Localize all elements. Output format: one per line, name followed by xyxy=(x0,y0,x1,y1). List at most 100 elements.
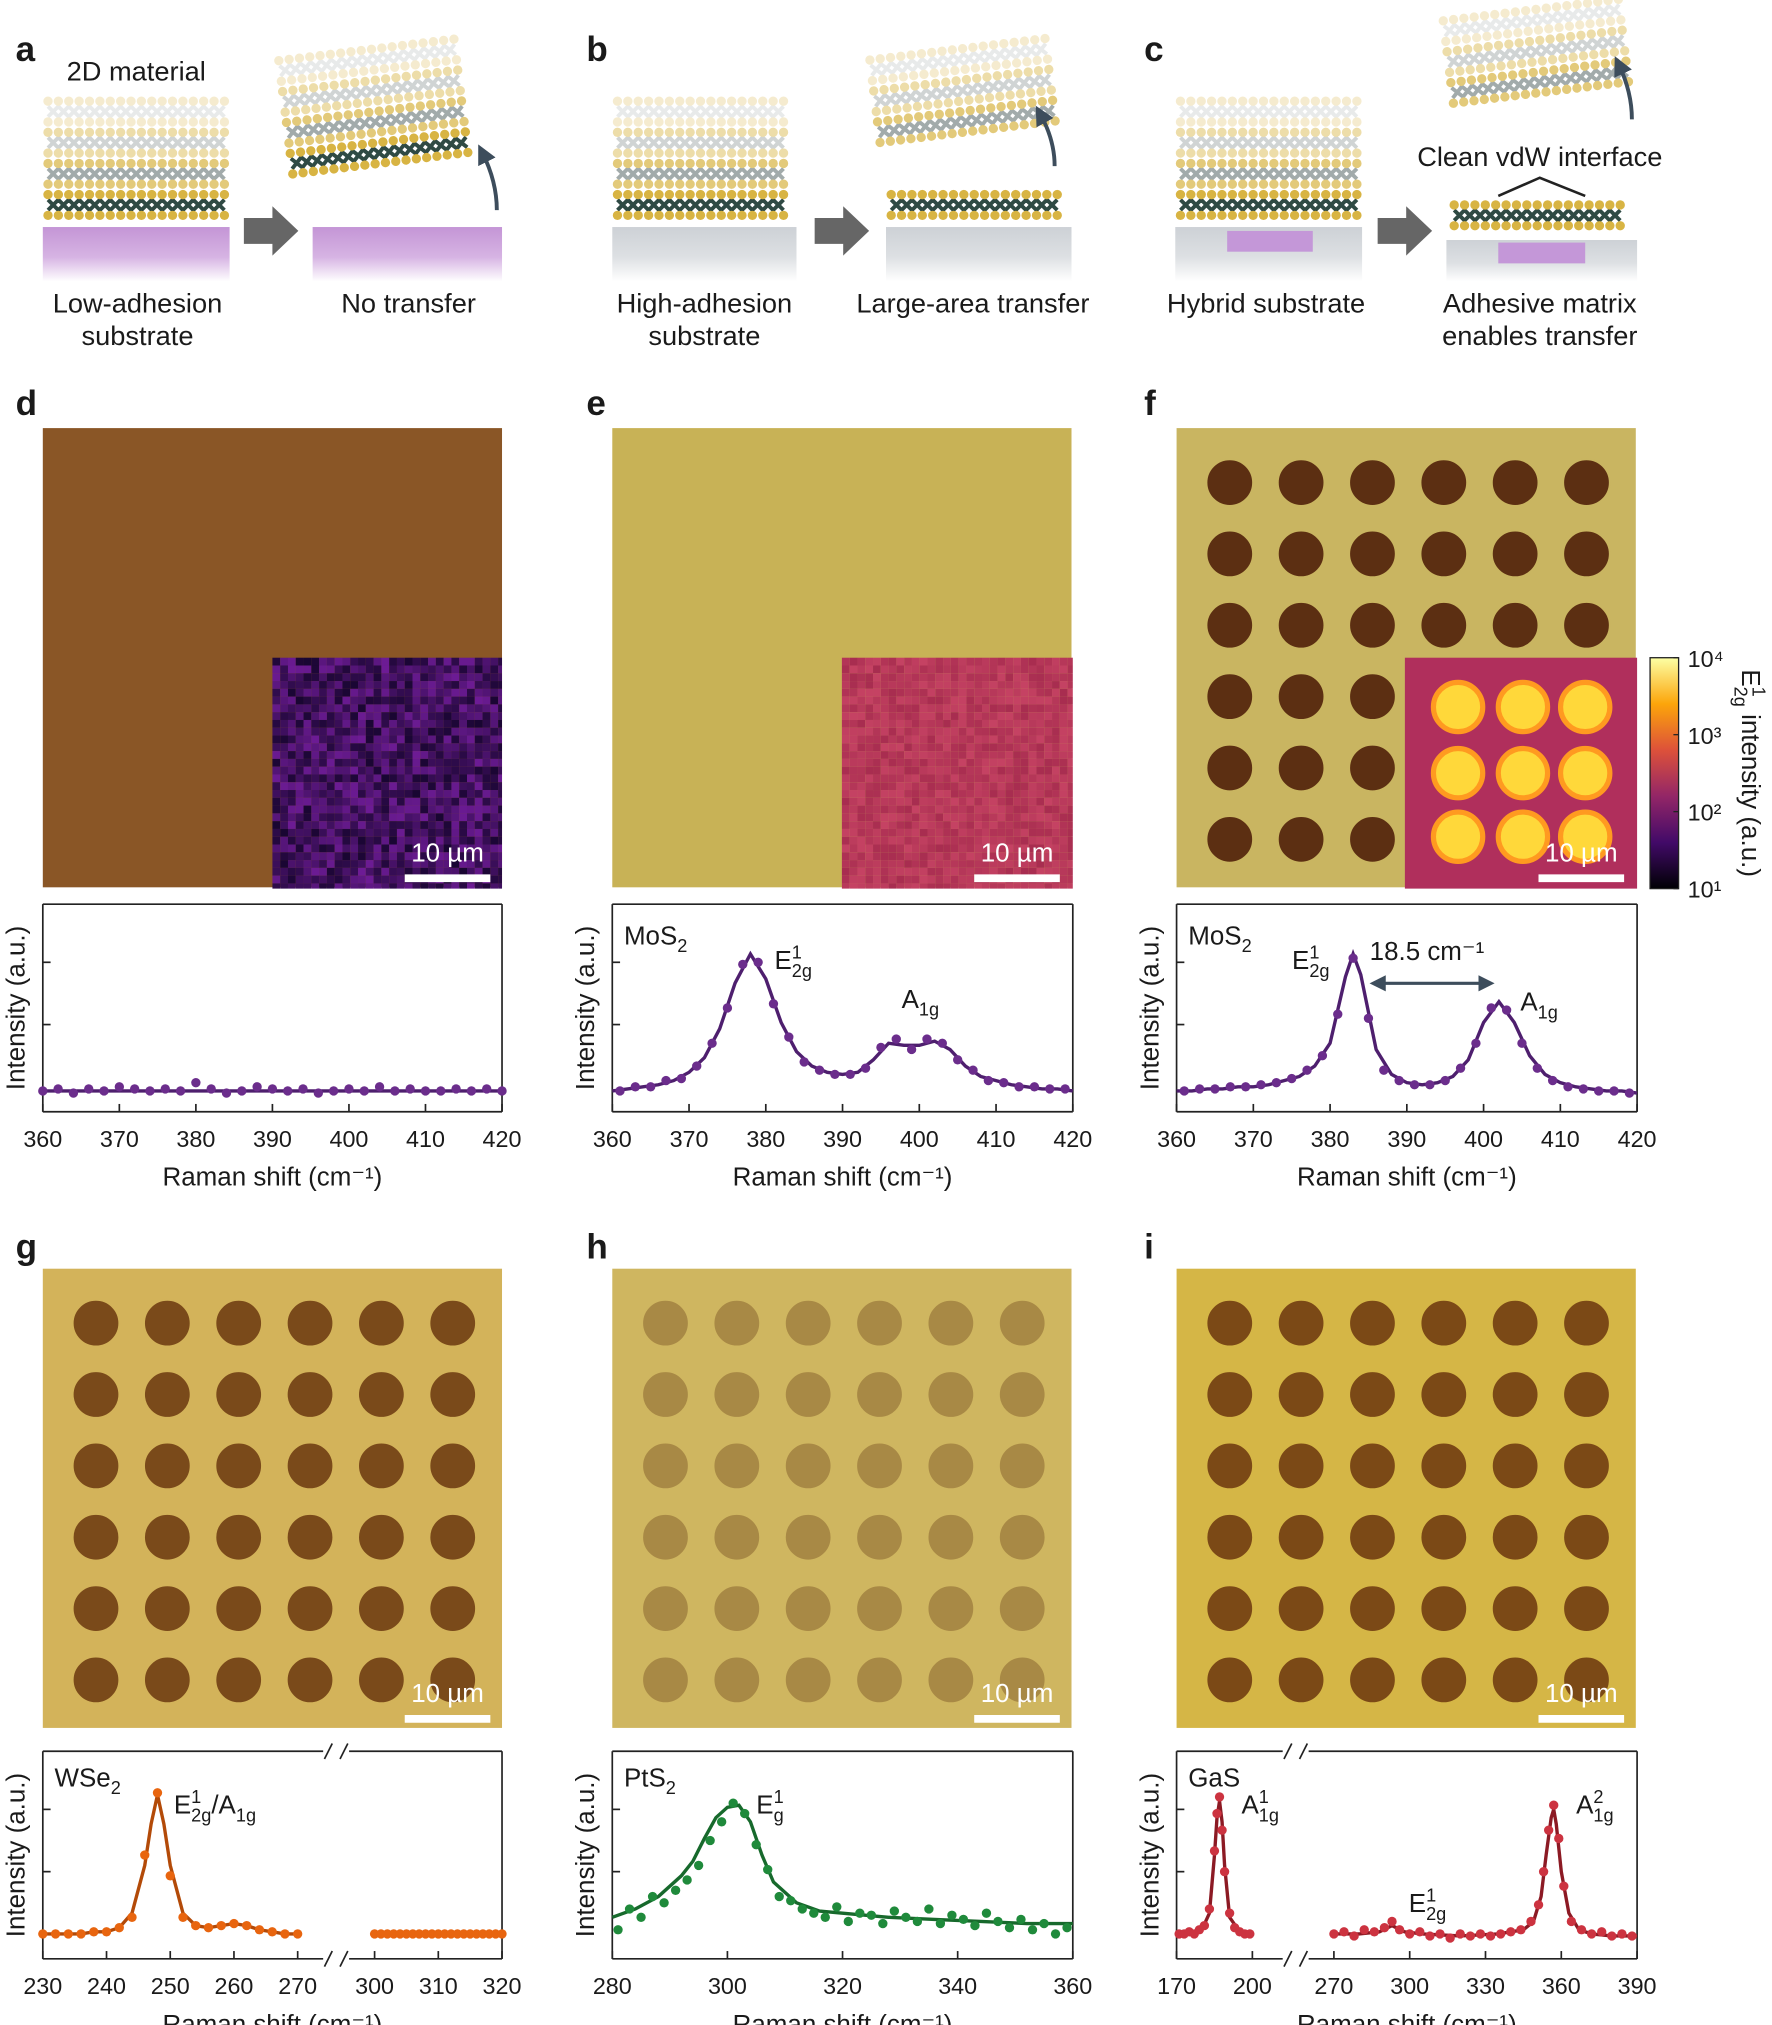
atom xyxy=(343,110,353,120)
map-pixel xyxy=(358,806,366,814)
atom xyxy=(1290,211,1299,220)
map-pixel xyxy=(350,751,358,759)
map-pixel xyxy=(896,806,904,814)
data-point xyxy=(280,1929,289,1938)
map-pixel xyxy=(444,665,452,673)
peak-label: A1g xyxy=(1520,989,1558,1023)
fit-line xyxy=(612,954,1073,1091)
map-pixel xyxy=(366,658,374,666)
map-pixel xyxy=(1021,767,1029,775)
map-pixel xyxy=(1013,798,1021,806)
hole xyxy=(1492,459,1539,506)
map-pixel xyxy=(280,689,288,697)
atom xyxy=(898,72,908,82)
map-pixel xyxy=(850,868,858,876)
map-pixel xyxy=(943,837,951,845)
atom xyxy=(306,146,316,156)
map-pixel xyxy=(335,852,343,860)
map-pixel xyxy=(381,852,389,860)
map-pixel xyxy=(272,790,280,798)
atom xyxy=(410,60,420,70)
map-pixel xyxy=(397,806,405,814)
atom xyxy=(634,190,643,199)
map-pixel xyxy=(850,813,858,821)
atom xyxy=(315,50,325,60)
map-pixel xyxy=(311,868,319,876)
map-pixel xyxy=(842,821,850,829)
map-pixel xyxy=(1068,868,1073,876)
map-pixel xyxy=(1029,681,1037,689)
map-pixel xyxy=(857,681,865,689)
atom xyxy=(868,86,878,96)
map-pixel xyxy=(459,813,467,821)
x-axis-label: Raman shift (cm⁻¹) xyxy=(163,2011,383,2025)
map-pixel xyxy=(928,782,936,790)
lifted-stack xyxy=(865,33,1061,147)
hole xyxy=(999,1585,1046,1632)
map-pixel xyxy=(1005,806,1013,814)
atom xyxy=(157,180,166,189)
map-pixel xyxy=(935,883,943,888)
atom xyxy=(920,79,930,89)
adhesive-matrix xyxy=(1498,243,1585,264)
map-pixel xyxy=(350,790,358,798)
atom xyxy=(888,73,898,83)
data-point xyxy=(127,1913,136,1922)
x-tick-label: 410 xyxy=(406,1126,445,1152)
hole xyxy=(1420,1371,1467,1418)
map-pixel xyxy=(951,798,959,806)
atom xyxy=(1005,90,1015,100)
map-pixel xyxy=(319,720,327,728)
hole xyxy=(1492,1300,1539,1347)
atom xyxy=(758,211,767,220)
map-pixel xyxy=(311,845,319,853)
subscript: 2 xyxy=(666,1778,676,1798)
atom xyxy=(970,190,979,199)
map-pixel xyxy=(490,845,498,853)
x-tick-label: 370 xyxy=(670,1126,709,1152)
map-pixel xyxy=(374,790,382,798)
map-pixel xyxy=(1005,821,1013,829)
map-pixel xyxy=(467,806,475,814)
map-pixel xyxy=(475,720,483,728)
atom xyxy=(897,211,906,220)
map-pixel xyxy=(842,743,850,751)
atom xyxy=(319,81,329,91)
atom xyxy=(360,76,370,86)
map-pixel xyxy=(912,829,920,837)
caption: substrate xyxy=(648,320,760,351)
atom xyxy=(137,128,146,137)
atom xyxy=(1448,98,1458,108)
map-pixel xyxy=(397,751,405,759)
map-pixel xyxy=(904,697,912,705)
map-pixel xyxy=(498,813,502,821)
atom xyxy=(1558,53,1568,63)
atom xyxy=(613,117,622,126)
subscript: 2 xyxy=(1242,936,1252,956)
atom xyxy=(654,211,663,220)
atom xyxy=(1021,211,1030,220)
map-pixel xyxy=(959,697,967,705)
map-pixel xyxy=(459,759,467,767)
map-pixel xyxy=(335,681,343,689)
map-pixel xyxy=(366,681,374,689)
map-pixel xyxy=(1029,829,1037,837)
atom xyxy=(168,159,177,168)
map-pixel xyxy=(896,720,904,728)
hole xyxy=(642,1300,689,1347)
map-pixel xyxy=(912,852,920,860)
atom xyxy=(147,97,156,106)
data-point xyxy=(1456,1063,1465,1072)
map-pixel xyxy=(1005,697,1013,705)
map-pixel xyxy=(311,798,319,806)
atom xyxy=(717,148,726,157)
atom xyxy=(706,211,715,220)
hole xyxy=(429,1443,476,1490)
atom xyxy=(380,157,390,167)
hole xyxy=(1206,459,1253,506)
atom xyxy=(1290,159,1299,168)
map-pixel xyxy=(990,821,998,829)
map-pixel xyxy=(1068,759,1073,767)
map-pixel xyxy=(272,697,280,705)
map-pixel xyxy=(951,720,959,728)
